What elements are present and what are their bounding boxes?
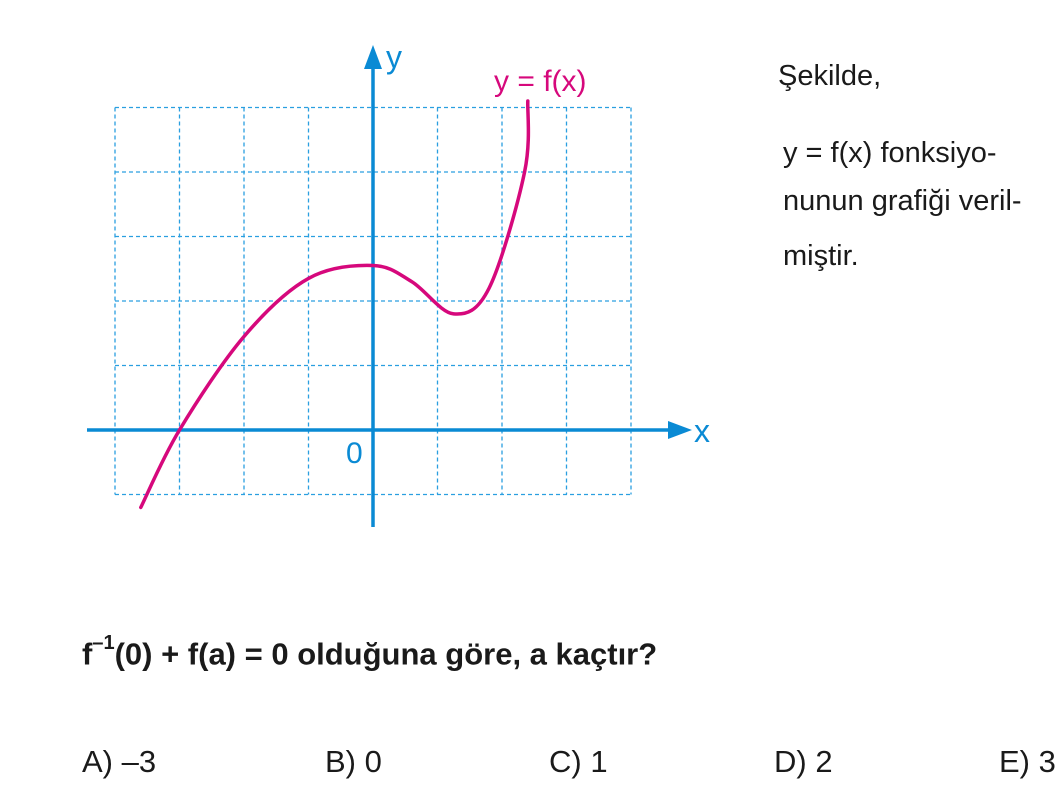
choice-a[interactable]: A) –3 [82, 744, 157, 779]
question-text: f–1(0) + f(a) = 0 olduğuna göre, a kaçtı… [82, 632, 658, 672]
choice-e[interactable]: E) 3 [999, 744, 1056, 779]
axes [87, 45, 692, 527]
description-line-2: nunun grafiği veril- [783, 185, 1022, 217]
description-line-3: miştir. [783, 240, 859, 272]
function-curve [139, 99, 531, 510]
y-axis-arrow-icon [364, 45, 382, 69]
question-inverse-superscript: –1 [92, 632, 115, 654]
question-body: (0) + f(a) = 0 olduğuna göre, a kaçtır? [114, 636, 658, 672]
description-line-1: y = f(x) fonksiyo- [783, 137, 997, 169]
choice-d[interactable]: D) 2 [774, 744, 833, 779]
x-axis-arrow-icon [668, 421, 692, 439]
choice-b[interactable]: B) 0 [325, 744, 382, 779]
origin-label: 0 [346, 437, 363, 470]
function-graph: y x 0 y = f(x) [87, 39, 710, 527]
y-axis-label: y [386, 39, 402, 75]
question-function: f [82, 636, 93, 672]
choice-c[interactable]: C) 1 [549, 744, 608, 779]
intro-text: Şekilde, [778, 60, 882, 92]
x-axis-label: x [694, 413, 710, 449]
curve-label: y = f(x) [494, 65, 587, 98]
